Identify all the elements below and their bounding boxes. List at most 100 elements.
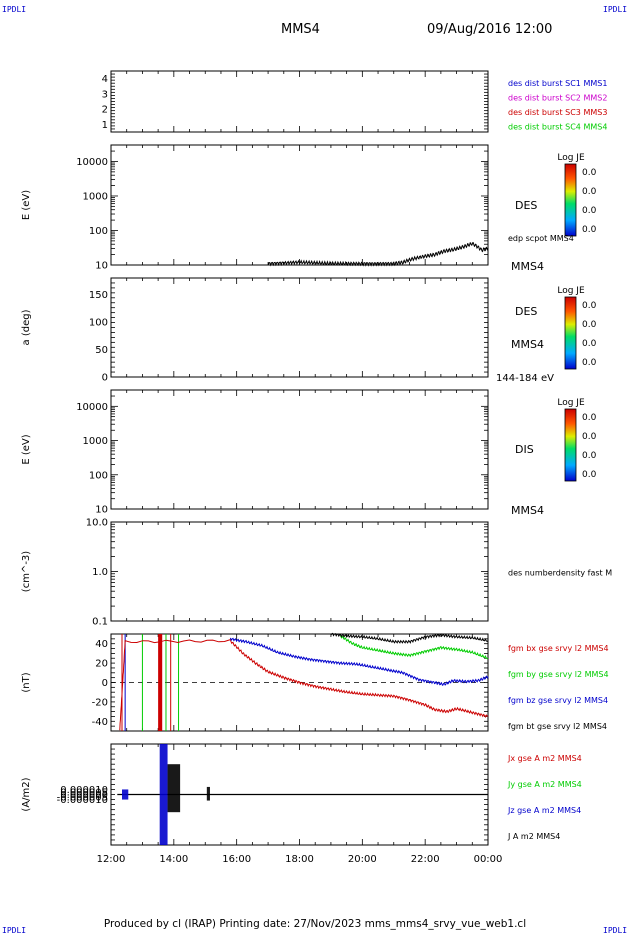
legend-entry: des dist burst SC1 MMS1	[508, 79, 607, 88]
instrument-label: DES	[515, 199, 537, 212]
y-tick-label: 10.0	[86, 518, 108, 529]
colorbar	[564, 408, 577, 482]
x-tick-label: 14:00	[159, 854, 188, 865]
y-tick-label: 0.000005	[60, 787, 108, 798]
y-tick-label: 3	[102, 89, 108, 100]
current-burst	[121, 789, 129, 800]
y-tick-label: 1000	[83, 436, 108, 447]
legend-entry: fgm bx gse srvy l2 MMS4	[508, 644, 609, 653]
legend-entry: des numberdensity fast M	[508, 569, 612, 578]
legend-entry: Jy gse A m2 MMS4	[507, 780, 582, 789]
legend-entry: des dist burst SC2 MMS2	[508, 94, 607, 103]
colorbar-title: Log JE	[557, 398, 585, 408]
colorbar-scale	[564, 163, 577, 237]
legend-entry: fgm bz gse srvy l2 MMS4	[508, 696, 608, 705]
overlay-label: edp scpot MMS4	[508, 234, 574, 243]
legend-entry: Jx gse A m2 MMS4	[507, 754, 582, 763]
y-tick-label: 0	[102, 678, 108, 689]
y-tick-label: 1.0	[92, 567, 108, 578]
y-tick-label: 10	[95, 505, 108, 516]
legend-entry: J A m2 MMS4	[507, 832, 560, 841]
y-tick-label: -0.000005	[57, 793, 108, 804]
y-tick-label: 0.1	[92, 617, 108, 628]
y-tick-label: 20	[95, 659, 108, 670]
x-tick-label: 12:00	[97, 854, 126, 865]
colorbar-tick-label: 0.0	[582, 206, 597, 216]
footer-info: Produced by cl (IRAP) Printing date: 27/…	[103, 918, 527, 930]
colorbar	[564, 163, 577, 237]
colorbar-tick-label: 0.0	[582, 301, 597, 311]
colorbar-tick-label: 0.0	[582, 225, 597, 235]
panel-frame	[110, 277, 489, 378]
y-tick-label: 100	[89, 226, 108, 237]
panel-frame	[110, 389, 489, 510]
y-tick-label: 50	[95, 345, 108, 356]
colorbar-tick-label: 0.0	[582, 451, 597, 461]
y-tick-label: 1	[102, 120, 108, 131]
colorbar-tick-label: 0.0	[582, 413, 597, 423]
date-time-label: 09/Aug/2016 12:00	[427, 22, 553, 37]
colorbar	[564, 296, 577, 370]
scpot-line	[267, 242, 489, 267]
panel-density	[110, 521, 489, 622]
x-tick-label: 16:00	[222, 854, 251, 865]
series-line	[330, 632, 489, 644]
y-tick-label: 1000	[83, 191, 108, 202]
colorbar-tick-label: 0.0	[582, 187, 597, 197]
colorbar-title: Log JE	[557, 286, 585, 296]
y-axis-label: (cm^-3)	[21, 551, 32, 592]
current-burst	[206, 786, 210, 801]
series-line	[229, 637, 489, 686]
y-tick-label: 100	[89, 318, 108, 329]
instrument-label: DES	[515, 305, 537, 318]
y-tick-label: 10000	[76, 402, 108, 413]
x-tick-label: 18:00	[285, 854, 314, 865]
x-tick-label: 22:00	[411, 854, 440, 865]
corner-mark-bottom-left: IPDLI	[2, 926, 27, 935]
y-tick-label: -0.000010	[57, 795, 108, 806]
corner-mark-top-right: IPDLI	[603, 5, 628, 14]
y-axis-label: (A/m2)	[21, 777, 32, 811]
colorbar-title: Log JE	[557, 153, 585, 163]
panel-des-energy	[110, 144, 489, 266]
spacecraft-side-label: MMS4	[511, 260, 544, 273]
colorbar-scale	[564, 408, 577, 482]
y-tick-label: -20	[92, 697, 108, 708]
colorbar-tick-label: 0.0	[582, 432, 597, 442]
y-axis-label: E (eV)	[21, 434, 32, 464]
panel-burst-flags	[110, 70, 489, 133]
spacecraft-label: MMS4	[281, 22, 320, 37]
x-tick-label: 00:00	[474, 854, 503, 865]
legend-entry: fgm by gse srvy l2 MMS4	[508, 670, 609, 679]
event-band	[158, 634, 163, 731]
legend-entry: Jz gse A m2 MMS4	[507, 806, 581, 815]
series-line	[339, 634, 489, 660]
colorbar-scale	[564, 296, 577, 370]
y-tick-label: 150	[89, 290, 108, 301]
colorbar-tick-label: 0.0	[582, 320, 597, 330]
spacecraft-side-label: MMS4	[511, 504, 544, 517]
corner-mark-bottom-right: IPDLI	[603, 926, 628, 935]
colorbar-tick-label: 0.0	[582, 168, 597, 178]
y-axis-label: E (eV)	[21, 190, 32, 220]
y-tick-label: 100	[89, 470, 108, 481]
panel-frame	[110, 70, 489, 133]
corner-mark-top-left: IPDLI	[2, 5, 27, 14]
y-tick-label: -40	[92, 717, 108, 728]
colorbar-tick-label: 0.0	[582, 339, 597, 349]
y-tick-label: 0.000000	[60, 790, 108, 801]
y-tick-label: 0.000010	[60, 785, 108, 796]
colorbar-tick-label: 0.0	[582, 470, 597, 480]
series-line	[119, 638, 489, 731]
y-axis-label: (nT)	[21, 672, 32, 692]
legend-entry: des dist burst SC4 MMS4	[508, 123, 607, 132]
y-axis-label: a (deg)	[21, 309, 32, 345]
y-tick-label: 40	[95, 639, 108, 650]
panel-frame	[110, 521, 489, 622]
legend-entry: des dist burst SC3 MMS3	[508, 108, 607, 117]
panel-dis-energy	[110, 389, 489, 510]
y-tick-label: 10	[95, 261, 108, 272]
panel-des-pitch-angle	[110, 277, 489, 378]
y-tick-label: 2	[102, 105, 108, 116]
legend-entry: fgm bt gse srvy l2 MMS4	[508, 722, 607, 731]
